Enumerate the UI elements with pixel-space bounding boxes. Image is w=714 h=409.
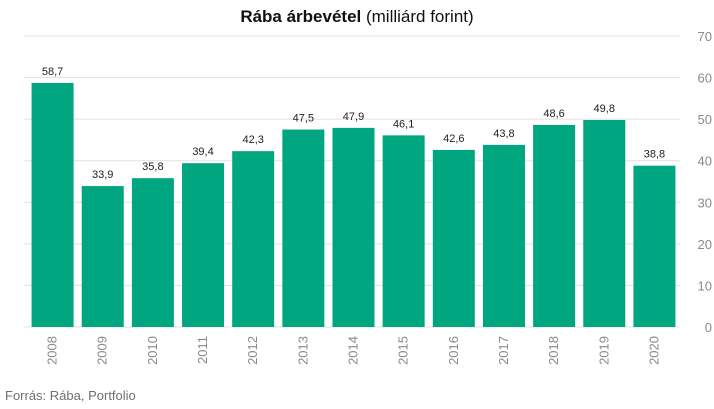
x-tick-label: 2016 [446, 336, 461, 365]
x-tick-label: 2011 [195, 336, 210, 364]
data-label: 47,9 [343, 111, 364, 123]
x-tick-label: 2010 [145, 336, 160, 365]
x-tick-label: 2009 [95, 336, 110, 365]
data-label: 58,7 [42, 66, 63, 78]
x-tick-label: 2012 [245, 336, 260, 365]
data-label: 42,6 [443, 133, 464, 145]
data-label: 43,8 [493, 128, 514, 140]
data-label: 39,4 [192, 146, 213, 158]
data-label: 49,8 [594, 103, 615, 115]
bar [583, 119, 626, 327]
data-label: 33,9 [92, 169, 113, 181]
x-tick-label: 2008 [45, 336, 60, 365]
y-tick-label: 0 [705, 320, 712, 335]
x-tick-label: 2015 [396, 336, 411, 365]
bar-chart: 0 10 20 30 40 50 60 70 58,7 2008 33,9 2009 35,8 2010 3… [24, 29, 712, 365]
y-tick-label: 40 [698, 154, 712, 169]
y-tick-label: 70 [698, 29, 712, 44]
y-tick-label: 10 [698, 278, 712, 293]
data-label: 48,6 [543, 108, 564, 120]
bar [81, 186, 124, 327]
data-label: 38,8 [644, 149, 665, 161]
x-tick-label: 2013 [295, 336, 310, 365]
bar [482, 144, 525, 327]
y-tick-label: 20 [698, 237, 712, 252]
bar [382, 135, 425, 327]
data-label: 46,1 [393, 118, 414, 130]
chart-title-rest: (milliárd forint) [361, 7, 474, 26]
bar [182, 163, 225, 327]
x-tick-label: 2017 [496, 336, 511, 365]
bar [232, 151, 275, 327]
y-tick-label: 30 [698, 195, 712, 210]
y-tick-label: 50 [698, 112, 712, 127]
bar [332, 127, 375, 327]
x-tick-label: 2018 [546, 336, 561, 365]
chart-title-bold: Rába árbevétel [240, 7, 362, 26]
data-label: 35,8 [142, 161, 163, 173]
data-label: 42,3 [242, 134, 263, 146]
y-tick-label: 60 [698, 71, 712, 86]
bar [282, 129, 325, 327]
bar [131, 178, 174, 327]
data-label: 47,5 [293, 113, 314, 125]
bar [432, 149, 475, 327]
x-tick-label: 2020 [646, 336, 661, 365]
chart-title: Rába árbevétel (milliárd forint) [0, 7, 714, 27]
bar [633, 165, 676, 327]
x-tick-label: 2019 [596, 336, 611, 365]
source-note: Forrás: Rába, Portfolio [5, 388, 136, 403]
bar [533, 124, 576, 327]
x-tick-label: 2014 [346, 336, 361, 365]
bar [31, 82, 74, 328]
